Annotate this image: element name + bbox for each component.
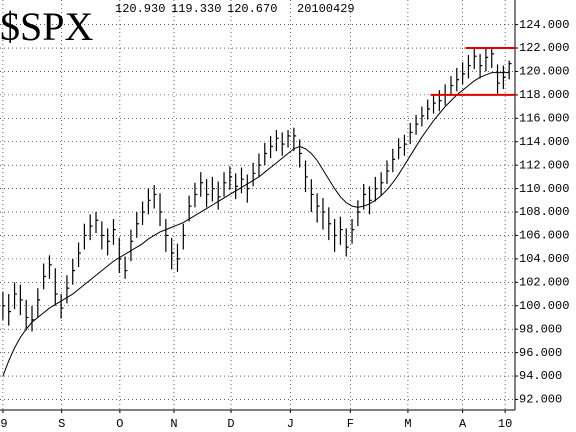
y-tick-label: 98.000 [519, 322, 562, 336]
y-tick-label: 112.000 [519, 158, 569, 172]
y-tick-label: 108.000 [519, 205, 569, 219]
x-tick-label: S [58, 417, 65, 431]
y-tick-label: 102.000 [519, 275, 569, 289]
y-tick-label: 100.000 [519, 299, 569, 313]
y-tick-label: 118.000 [519, 88, 569, 102]
y-tick-label: 114.000 [519, 135, 569, 149]
chart-title: $SPX [0, 4, 93, 49]
header-high: 120.930 [115, 2, 165, 16]
y-tick-label: 94.000 [519, 369, 562, 383]
x-tick-label: O [116, 417, 123, 431]
x-tick-label: A [459, 417, 467, 431]
y-tick-label: 120.000 [519, 65, 569, 79]
header-close: 120.670 [227, 2, 277, 16]
x-tick-label: F [347, 417, 354, 431]
y-tick-label: 104.000 [519, 252, 569, 266]
moving-average [2, 72, 510, 377]
y-tick-label: 124.000 [519, 18, 569, 32]
x-tick-label: N [170, 417, 177, 431]
y-tick-label: 92.000 [519, 393, 562, 407]
x-tick-label: M [404, 417, 411, 431]
x-tick-label: 10 [498, 417, 512, 431]
header-date: 20100429 [297, 2, 355, 16]
header-low: 119.330 [171, 2, 221, 16]
y-tick-label: 96.000 [519, 346, 562, 360]
y-tick-label: 116.000 [519, 111, 569, 125]
x-tick-label: D [227, 417, 234, 431]
y-tick-label: 106.000 [519, 229, 569, 243]
x-tick-label: J [287, 417, 294, 431]
y-tick-label: 110.000 [519, 182, 569, 196]
x-tick-label: 9 [0, 417, 7, 431]
y-tick-label: 122.000 [519, 41, 569, 55]
